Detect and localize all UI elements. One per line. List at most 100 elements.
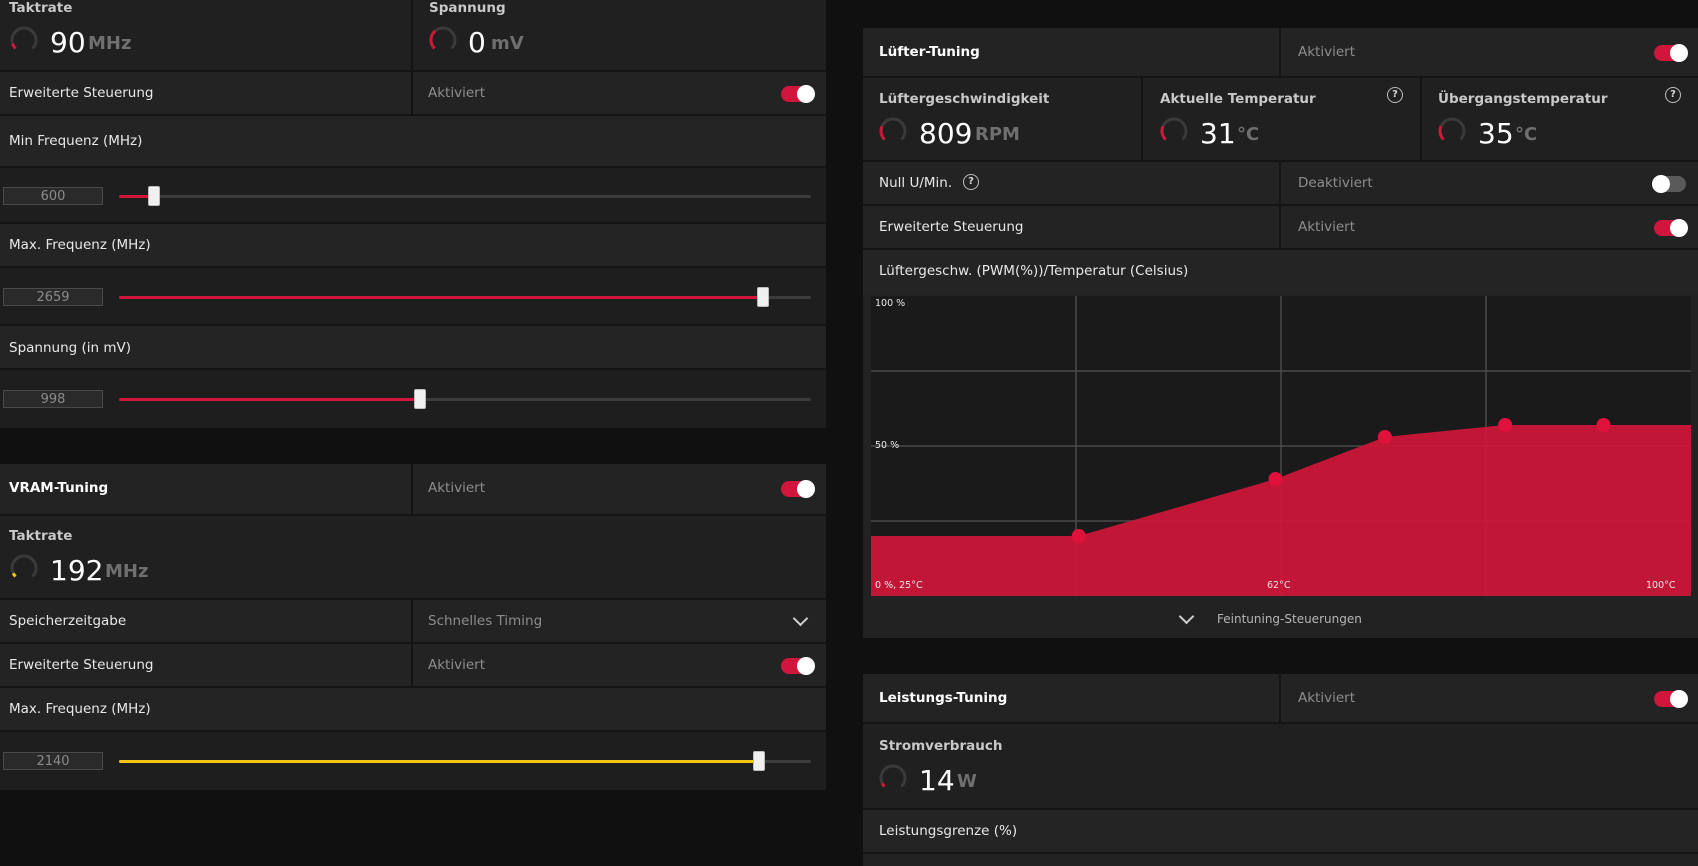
gpu-clock-metric: Taktrate 90 MHz	[0, 0, 411, 70]
min-frequency-slider[interactable]	[119, 186, 811, 206]
gpu-clock-title: Taktrate	[9, 0, 73, 16]
fan-speed-value: 809	[919, 117, 973, 150]
gauge-icon	[879, 764, 907, 788]
slider-thumb[interactable]	[147, 186, 160, 206]
gauge-icon	[429, 26, 457, 50]
y-tick-label: 50 %	[875, 440, 900, 451]
fan-advanced-control-toggle[interactable]	[1654, 219, 1688, 237]
max-frequency-input[interactable]: 2659	[3, 288, 103, 306]
gpu-voltage-unit: mV	[491, 33, 524, 54]
power-toggle[interactable]	[1654, 690, 1688, 708]
help-icon[interactable]: ?	[963, 174, 979, 190]
memory-timing-selected: Schnelles Timing	[428, 613, 543, 629]
current-temperature-title: Aktuelle Temperatur	[1160, 91, 1316, 107]
slider-thumb[interactable]	[753, 751, 766, 771]
gauge-track	[10, 554, 38, 578]
gauge-icon	[10, 554, 38, 578]
vram-max-frequency-label-row: Max. Frequenz (MHz)	[0, 688, 826, 732]
zero-rpm-toggle[interactable]	[1652, 175, 1686, 193]
slider-fill	[119, 398, 421, 401]
gauge-level	[11, 43, 17, 50]
vram-tuning-panel: VRAM-Tuning Aktiviert Taktrate 192 MHz S…	[0, 464, 826, 790]
gpu-clock-value: 90	[50, 26, 86, 59]
memory-timing-label: Speicherzeitgabe	[9, 613, 127, 629]
memory-timing-dropdown[interactable]: Schnelles Timing	[411, 600, 826, 642]
junction-temperature-unit: °C	[1515, 124, 1538, 145]
gauge-icon	[879, 117, 907, 141]
toggle-knob	[797, 657, 815, 675]
fan-header-row: Lüfter-Tuning Aktiviert	[863, 28, 1698, 78]
vram-advanced-control-toggle[interactable]	[781, 657, 815, 675]
vram-max-frequency-slider[interactable]	[119, 751, 811, 771]
x-tick-label: 0 %, 25°C	[875, 580, 923, 591]
slider-thumb[interactable]	[414, 389, 427, 409]
min-frequency-input[interactable]: 600	[3, 187, 103, 205]
gpu-advanced-control-status-cell: Aktiviert	[411, 72, 826, 114]
toggle-knob	[797, 480, 815, 498]
fan-advanced-control-status-cell: Aktiviert	[1279, 206, 1698, 248]
fan-advanced-control-label: Erweiterte Steuerung	[879, 219, 1024, 235]
slider-fill	[119, 760, 760, 763]
fan-metrics-row: Lüftergeschwindigkeit 809 RPM Aktuelle T…	[863, 78, 1698, 162]
fan-curve-point[interactable]	[1498, 418, 1513, 432]
vram-clock-row: Taktrate 192 MHz	[0, 516, 826, 600]
vram-advanced-control-status: Aktiviert	[428, 657, 485, 673]
voltage-input[interactable]: 998	[3, 390, 103, 408]
y-tick-label: 100 %	[875, 298, 906, 309]
fan-curve-title-row: Lüftergeschw. (PWM(%))/Temperatur (Celsi…	[863, 250, 1698, 294]
vram-clock-title: Taktrate	[9, 528, 73, 544]
toggle-knob	[1670, 219, 1688, 237]
max-frequency-slider[interactable]	[119, 287, 811, 307]
fan-curve-point[interactable]	[1377, 430, 1392, 444]
voltage-label-row: Spannung (in mV)	[0, 326, 826, 370]
fan-curve-area	[871, 425, 1691, 596]
gauge-level	[11, 572, 17, 578]
gauge-icon	[1160, 117, 1188, 141]
max-frequency-label: Max. Frequenz (MHz)	[9, 237, 151, 253]
fan-advanced-control-row: Erweiterte Steuerung Aktiviert	[863, 206, 1698, 250]
power-consumption-row: Stromverbrauch 14 W	[863, 724, 1698, 810]
toggle-knob	[1652, 175, 1670, 193]
vram-advanced-control-status-cell: Aktiviert	[411, 644, 826, 686]
help-icon[interactable]: ?	[1665, 87, 1681, 103]
gpu-voltage-metric: Spannung 0 mV	[411, 0, 826, 70]
current-temperature-metric: Aktuelle Temperatur ? 31 °C	[1141, 78, 1420, 160]
fan-curve-point[interactable]	[1071, 529, 1086, 543]
min-frequency-slider-row: 600	[0, 168, 826, 224]
vram-advanced-control-row: Erweiterte Steuerung Aktiviert	[0, 644, 826, 688]
vram-clock-unit: MHz	[105, 561, 149, 582]
vram-max-frequency-slider-row: 2140	[0, 732, 826, 790]
min-frequency-label-row: Min Frequenz (MHz)	[0, 116, 826, 168]
max-frequency-slider-row: 2659	[0, 268, 826, 326]
gauge-track	[879, 117, 907, 141]
vram-clock-value: 192	[50, 554, 104, 587]
fan-curve-point[interactable]	[1268, 472, 1283, 486]
vram-max-frequency-input[interactable]: 2140	[3, 752, 103, 770]
power-limit-label: Leistungsgrenze (%)	[879, 823, 1018, 839]
power-status-cell: Aktiviert	[1279, 674, 1698, 722]
gpu-advanced-control-toggle[interactable]	[781, 85, 815, 103]
junction-temperature-value: 35	[1478, 117, 1514, 150]
fan-status: Aktiviert	[1298, 44, 1355, 60]
fan-speed-title: Lüftergeschwindigkeit	[879, 91, 1050, 107]
slider-thumb[interactable]	[756, 287, 769, 307]
gauge-icon	[1438, 117, 1466, 141]
power-status: Aktiviert	[1298, 690, 1355, 706]
vram-toggle[interactable]	[781, 480, 815, 498]
power-consumption-unit: W	[957, 771, 977, 792]
vram-max-frequency-label: Max. Frequenz (MHz)	[9, 701, 151, 717]
fine-tuning-controls-toggle[interactable]: Feintuning-Steuerungen	[863, 602, 1698, 638]
gauge-track	[1438, 117, 1466, 141]
gauge-track	[879, 764, 907, 788]
power-consumption-title: Stromverbrauch	[879, 738, 1003, 754]
fan-curve-chart[interactable]	[871, 296, 1691, 596]
fan-curve-chart-area: 100 % 50 % 0 %, 25°C 62°C 100°C	[871, 296, 1691, 596]
toggle-knob	[797, 85, 815, 103]
voltage-slider[interactable]	[119, 389, 811, 409]
help-icon[interactable]: ?	[1387, 87, 1403, 103]
max-frequency-label-row: Max. Frequenz (MHz)	[0, 224, 826, 268]
junction-temperature-title: Übergangstemperatur	[1438, 91, 1608, 107]
fan-toggle[interactable]	[1654, 44, 1688, 62]
fan-curve-point[interactable]	[1596, 418, 1611, 432]
gpu-tuning-panel: Taktrate 90 MHz Spannung 0 mV Erweiterte…	[0, 0, 826, 428]
